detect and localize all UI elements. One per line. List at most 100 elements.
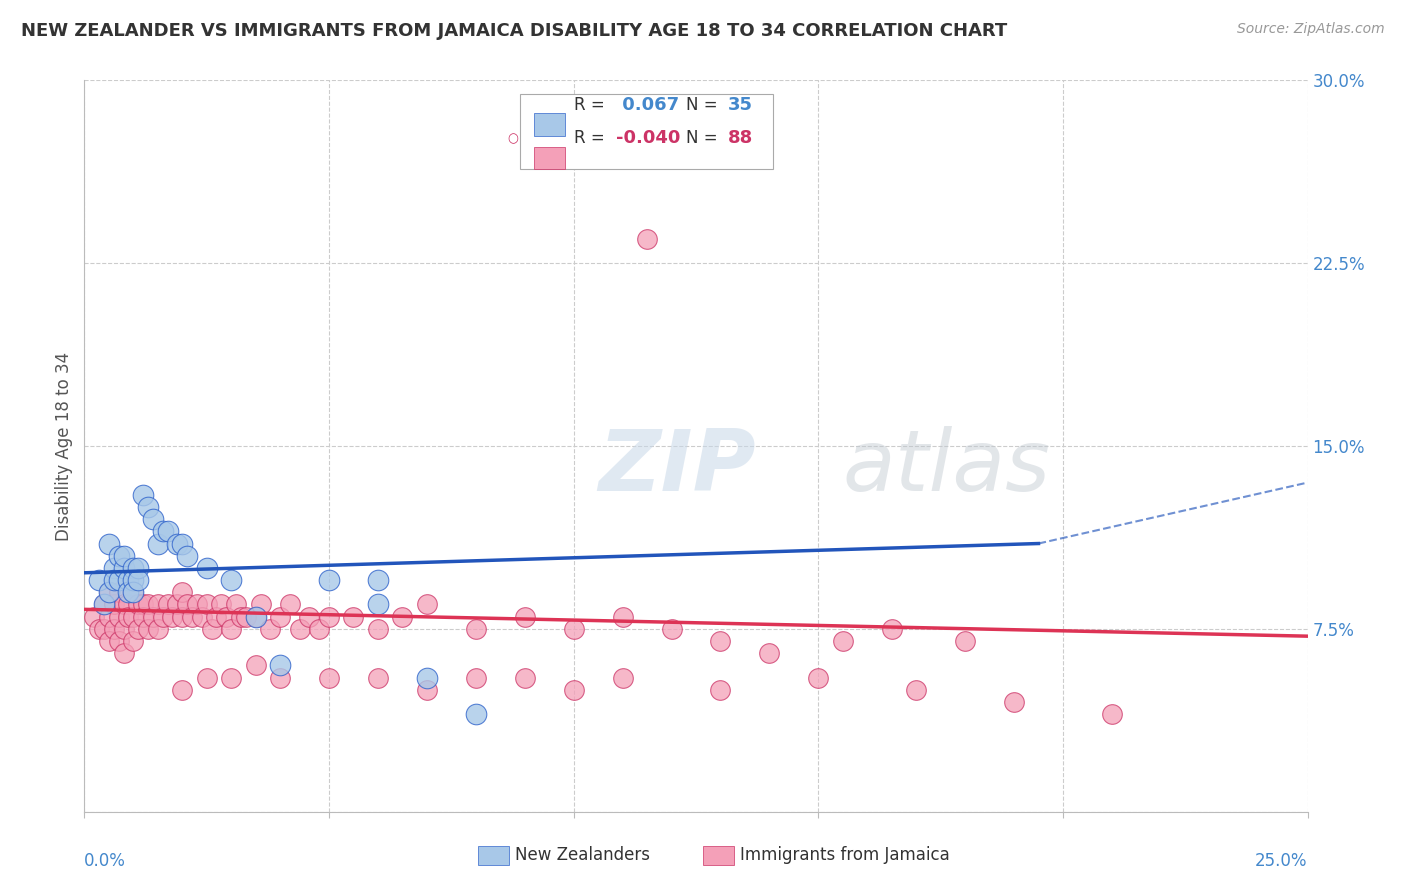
- Point: [298, 609, 321, 624]
- Point: [166, 536, 188, 550]
- Point: [195, 671, 218, 685]
- Point: [200, 622, 222, 636]
- Point: [186, 598, 208, 612]
- Point: [562, 622, 585, 636]
- Point: [136, 500, 159, 514]
- Point: [259, 622, 281, 636]
- Point: [146, 598, 169, 612]
- Text: 88: 88: [728, 129, 754, 147]
- Text: NEW ZEALANDER VS IMMIGRANTS FROM JAMAICA DISABILITY AGE 18 TO 34 CORRELATION CHA: NEW ZEALANDER VS IMMIGRANTS FROM JAMAICA…: [21, 22, 1007, 40]
- Point: [112, 598, 135, 612]
- Point: [308, 622, 330, 636]
- Point: [219, 622, 242, 636]
- Point: [391, 609, 413, 624]
- Point: [146, 536, 169, 550]
- Point: [166, 598, 188, 612]
- Point: [103, 598, 125, 612]
- Point: [215, 609, 238, 624]
- Point: [146, 622, 169, 636]
- Point: [112, 646, 135, 660]
- Point: [880, 622, 903, 636]
- Point: [112, 622, 135, 636]
- Point: [709, 682, 731, 697]
- Point: [152, 609, 174, 624]
- Point: [122, 609, 145, 624]
- Point: [636, 232, 658, 246]
- Point: [278, 598, 301, 612]
- Text: R =: R =: [574, 129, 605, 147]
- Point: [245, 658, 267, 673]
- Point: [136, 622, 159, 636]
- Point: [195, 598, 218, 612]
- Point: [367, 598, 389, 612]
- Point: [127, 561, 149, 575]
- Point: [142, 512, 165, 526]
- Point: [416, 671, 439, 685]
- Point: [93, 598, 115, 612]
- Point: [127, 573, 149, 587]
- Point: [172, 609, 194, 624]
- Point: [269, 609, 291, 624]
- Text: 25.0%: 25.0%: [1256, 852, 1308, 870]
- Text: atlas: atlas: [842, 426, 1050, 509]
- Point: [122, 573, 145, 587]
- Point: [107, 585, 129, 599]
- Point: [107, 549, 129, 563]
- Point: [103, 573, 125, 587]
- Point: [93, 598, 115, 612]
- Text: 0.0%: 0.0%: [84, 852, 127, 870]
- Point: [416, 682, 439, 697]
- Point: [162, 609, 184, 624]
- Point: [152, 524, 174, 539]
- Point: [172, 585, 194, 599]
- Point: [288, 622, 311, 636]
- Text: Source: ZipAtlas.com: Source: ZipAtlas.com: [1237, 22, 1385, 37]
- Text: 35: 35: [728, 96, 754, 114]
- Text: 0.067: 0.067: [616, 96, 679, 114]
- Point: [905, 682, 928, 697]
- Point: [122, 634, 145, 648]
- Point: [132, 598, 155, 612]
- Point: [562, 682, 585, 697]
- Point: [464, 671, 486, 685]
- Point: [342, 609, 364, 624]
- Point: [156, 598, 179, 612]
- Point: [367, 671, 389, 685]
- Point: [709, 634, 731, 648]
- Point: [132, 609, 155, 624]
- Point: [172, 682, 194, 697]
- Point: [1002, 695, 1025, 709]
- Point: [107, 573, 129, 587]
- Point: [225, 598, 247, 612]
- Point: [87, 573, 110, 587]
- Point: [117, 585, 139, 599]
- Point: [103, 622, 125, 636]
- Point: [513, 671, 536, 685]
- Text: New Zealanders: New Zealanders: [515, 847, 650, 864]
- Point: [122, 561, 145, 575]
- Point: [117, 598, 139, 612]
- Point: [318, 609, 340, 624]
- Point: [953, 634, 976, 648]
- Point: [612, 609, 634, 624]
- Y-axis label: Disability Age 18 to 34: Disability Age 18 to 34: [55, 351, 73, 541]
- Point: [245, 609, 267, 624]
- Point: [612, 671, 634, 685]
- Point: [318, 573, 340, 587]
- Point: [318, 671, 340, 685]
- Point: [172, 536, 194, 550]
- Point: [661, 622, 683, 636]
- Text: -0.040: -0.040: [616, 129, 681, 147]
- Point: [191, 609, 214, 624]
- Point: [513, 609, 536, 624]
- Point: [112, 561, 135, 575]
- Point: [245, 609, 267, 624]
- Text: N =: N =: [686, 129, 717, 147]
- Point: [127, 622, 149, 636]
- Point: [807, 671, 830, 685]
- Point: [112, 549, 135, 563]
- Point: [195, 561, 218, 575]
- Point: [464, 707, 486, 722]
- Text: N =: N =: [686, 96, 717, 114]
- Point: [132, 488, 155, 502]
